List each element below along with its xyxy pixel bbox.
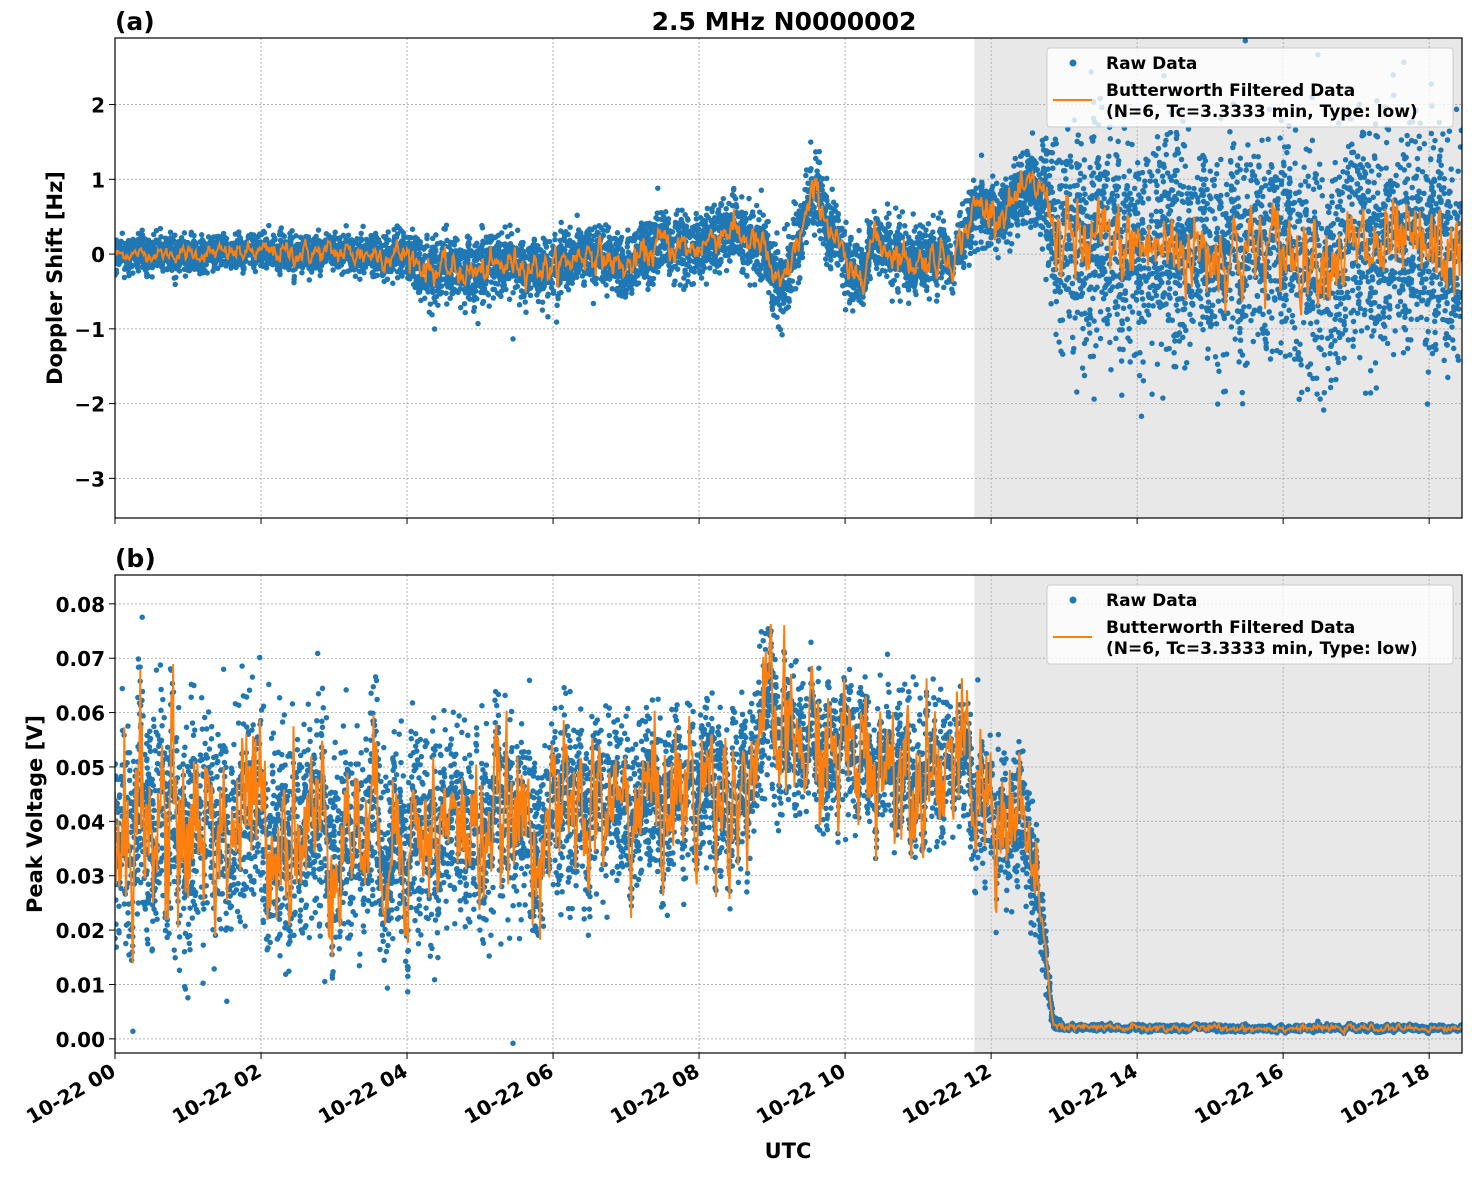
y-tick-label: −1 — [74, 318, 105, 342]
x-tick-label: 10-22 00 — [22, 1059, 120, 1129]
x-tick-label: 10-22 10 — [752, 1059, 850, 1129]
x-tick-label: 10-22 08 — [606, 1059, 704, 1129]
panel-a-label: (a) — [115, 7, 155, 36]
y-axis-label-b: Peak Voltage [V] — [23, 715, 47, 913]
filtered-data-line — [115, 169, 1462, 316]
y-tick-label: 0.05 — [56, 756, 105, 780]
y-tick-label: 0 — [91, 243, 105, 267]
legend-raw-marker — [1069, 59, 1077, 67]
raw-data-series — [115, 614, 1462, 1047]
legend-box — [1046, 584, 1454, 665]
y-axis-label-a: Doppler Shift [Hz] — [43, 171, 67, 385]
y-tick-label: 0.01 — [56, 973, 105, 997]
x-tick-label: 10-22 02 — [168, 1059, 266, 1129]
x-tick-label: 10-22 18 — [1336, 1059, 1434, 1129]
y-tick-label: 0.08 — [56, 593, 105, 617]
legend-box — [1046, 47, 1454, 128]
y-tick-label: 0.03 — [56, 865, 105, 889]
legend: Raw Data Butterworth Filtered Data(N=6, T… — [1046, 47, 1454, 128]
y-tick-label: 0.07 — [56, 647, 105, 671]
x-tick-label: 10-22 06 — [460, 1059, 558, 1129]
legend-filtered-params: (N=6, Tc=3.3333 min, Type: low) — [1106, 639, 1418, 659]
panel-a: 2 1 0 −1 −2 −3 Raw Data Butterworth Filtered Da… — [74, 37, 1463, 524]
x-tick-label: 10-22 16 — [1190, 1059, 1288, 1129]
raw-data-series — [115, 38, 1462, 420]
filtered-data-line — [115, 623, 1462, 1037]
y-tick-label: −2 — [74, 393, 105, 417]
legend-filtered-label: Butterworth Filtered Data — [1106, 618, 1355, 638]
y-tick-label: 0.04 — [56, 810, 105, 834]
legend-filtered-label: Butterworth Filtered Data — [1106, 81, 1355, 101]
legend-raw-marker — [1069, 596, 1077, 604]
legend: Raw Data Butterworth Filtered Data(N=6, T… — [1046, 584, 1454, 665]
chart-title: 2.5 MHz N0000002 — [652, 7, 917, 36]
panel-b-label: (b) — [115, 544, 156, 573]
y-tick-label: 0.06 — [56, 702, 105, 726]
y-tick-label: 0.02 — [56, 919, 105, 943]
y-tick-label: 2 — [91, 94, 105, 118]
axes-frame — [114, 574, 1463, 1054]
y-tick-label: 1 — [91, 168, 105, 192]
x-tick-label: 10-22 04 — [314, 1059, 412, 1129]
y-tick-label: 0.00 — [56, 1028, 105, 1052]
panel-b: 0.08 0.07 0.06 0.05 0.04 0.03 0.02 0.01 0.00 Raw … — [22, 574, 1463, 1129]
x-axis-label: UTC — [765, 1139, 812, 1163]
axes-frame — [114, 37, 1463, 519]
x-tick-label: 10-22 12 — [898, 1059, 996, 1129]
legend-raw-label: Raw Data — [1106, 591, 1197, 611]
legend-raw-label: Raw Data — [1106, 54, 1197, 74]
y-tick-label: −3 — [74, 467, 105, 491]
legend-filtered-params: (N=6, Tc=3.3333 min, Type: low) — [1106, 102, 1418, 122]
x-tick-label: 10-22 14 — [1044, 1059, 1142, 1129]
